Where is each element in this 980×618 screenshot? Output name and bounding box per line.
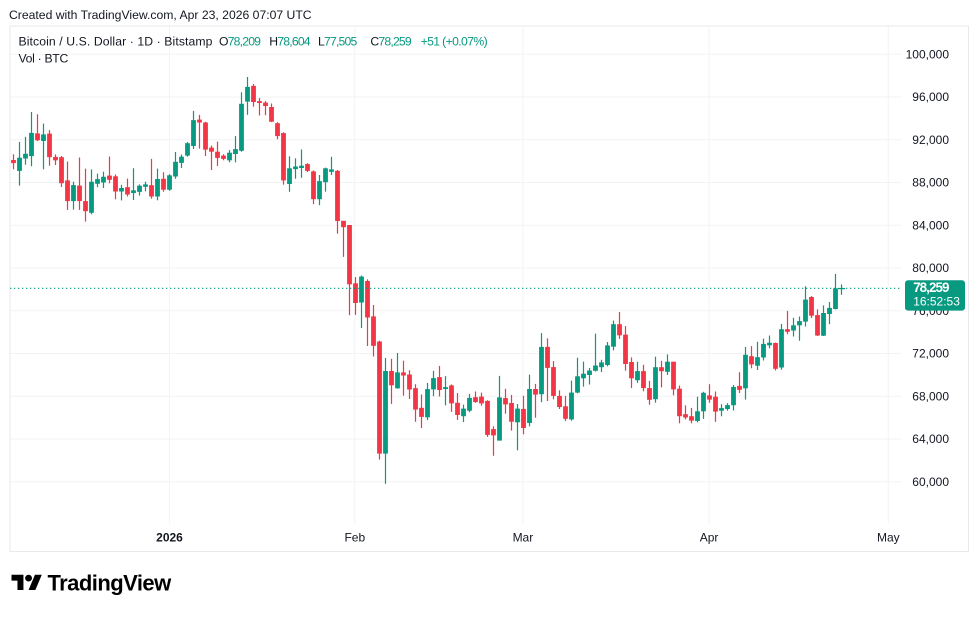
svg-text:Apr: Apr [700,531,719,545]
svg-text:2026: 2026 [156,531,183,545]
svg-text:68,000: 68,000 [912,389,949,403]
svg-text:Created with TradingView.com,: Created with TradingView.com, Apr 23, 20… [9,8,312,22]
svg-text:100,000: 100,000 [906,48,950,62]
svg-text:16:52:53: 16:52:53 [913,294,960,308]
svg-text:H78,604: H78,604 [269,35,311,49]
svg-text:96,000: 96,000 [912,90,949,104]
svg-text:80,000: 80,000 [912,261,949,275]
svg-text:64,000: 64,000 [912,432,949,446]
svg-text:Vol · BTC: Vol · BTC [19,52,69,66]
svg-text:78,259: 78,259 [913,280,949,295]
svg-text:L77,505: L77,505 [318,35,357,49]
svg-text:C78,259: C78,259 [370,35,412,49]
svg-text:May: May [877,531,900,545]
svg-text:60,000: 60,000 [912,475,949,489]
svg-text:Feb: Feb [344,531,365,545]
svg-text:O78,209: O78,209 [219,35,261,49]
svg-text:+51 (+0.07%): +51 (+0.07%) [421,35,488,49]
svg-text:84,000: 84,000 [912,219,949,233]
svg-text:TradingView: TradingView [48,571,173,596]
svg-text:88,000: 88,000 [912,176,949,190]
svg-text:Bitcoin / U.S. Dollar · 1D · B: Bitcoin / U.S. Dollar · 1D · Bitstamp [19,35,213,49]
svg-text:92,000: 92,000 [912,133,949,147]
svg-text:72,000: 72,000 [912,347,949,361]
svg-text:Mar: Mar [513,531,534,545]
